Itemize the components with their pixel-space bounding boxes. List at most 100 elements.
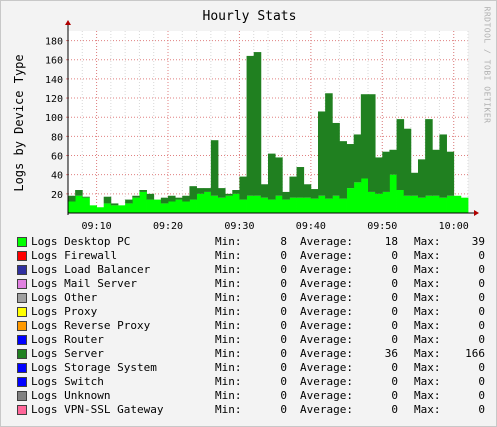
bar-logs-server (196, 188, 205, 194)
bar-logs-desktop-pc (110, 205, 119, 213)
legend-max-label: Max: (414, 375, 441, 388)
bar-logs-server (168, 195, 176, 202)
bar-logs-server (232, 190, 240, 194)
bar-logs-desktop-pc (460, 197, 469, 213)
bar-logs-server (282, 191, 290, 200)
legend-row: Logs Proxy Min: 0 Average: 0 Max: 0 (17, 305, 487, 319)
x-tick-label: 09:40 (296, 221, 326, 232)
bar-logs-server (432, 149, 440, 196)
legend-max-label: Max: (414, 389, 441, 402)
legend-min-label: Min: (215, 249, 242, 262)
legend-min-value: 8 (280, 235, 287, 248)
bar-logs-desktop-pc (218, 197, 226, 213)
legend-avg-label: Average: (300, 333, 353, 346)
bar-logs-server (182, 195, 190, 202)
legend-min-value: 0 (280, 291, 287, 304)
bar-logs-server (418, 159, 426, 198)
bar-logs-server (218, 188, 226, 198)
bar-logs-desktop-pc (246, 195, 255, 213)
legend-avg-label: Average: (300, 277, 353, 290)
bar-logs-desktop-pc (339, 198, 347, 213)
legend-row: Logs VPN-SSL Gateway Min: 0 Average: 0 Max: 0 (17, 403, 487, 417)
bar-logs-desktop-pc (103, 203, 112, 213)
bar-logs-server (382, 151, 390, 192)
bar-logs-server (268, 153, 276, 200)
legend-avg-value: 0 (391, 263, 398, 276)
legend-row: Logs Switch Min: 0 Average: 0 Max: 0 (17, 375, 487, 389)
legend-min-value: 0 (280, 263, 287, 276)
bar-logs-desktop-pc (139, 191, 147, 213)
bar-logs-desktop-pc (175, 199, 183, 213)
x-tick-label: 10:00 (439, 221, 469, 232)
bar-logs-desktop-pc (318, 195, 326, 213)
bar-logs-desktop-pc (353, 182, 362, 213)
legend-series-name: Logs Unknown (31, 389, 111, 402)
legend-swatch (17, 391, 27, 401)
bar-logs-desktop-pc (310, 198, 319, 213)
legend-max-label: Max: (414, 333, 441, 346)
bar-logs-desktop-pc (296, 197, 305, 213)
legend-avg-label: Average: (300, 319, 353, 332)
legend-avg-value: 0 (391, 403, 398, 416)
legend-min-value: 0 (280, 277, 287, 290)
bar-logs-desktop-pc (389, 174, 397, 213)
plot-area: 20 40 60 80 100 120 140 160 180 09:10 09:20 09:30 09… (45, 20, 479, 232)
legend-series-name: Logs VPN-SSL Gateway (31, 403, 164, 416)
y-axis-arrow (65, 20, 71, 25)
legend-avg-label: Average: (300, 249, 353, 262)
legend-series-name: Logs Proxy (31, 305, 98, 318)
legend-swatch (17, 293, 27, 303)
legend-avg-label: Average: (300, 347, 353, 360)
bar-logs-desktop-pc (368, 191, 376, 213)
bar-logs-server (75, 190, 83, 196)
legend-row: Logs Load Balancer Min: 0 Average: 0 Max: 0 (17, 263, 487, 277)
legend-series-name: Logs Desktop PC (31, 235, 131, 248)
bar-logs-desktop-pc (153, 199, 162, 213)
bar-logs-server (189, 186, 197, 200)
bar-logs-desktop-pc (168, 201, 176, 213)
bar-logs-desktop-pc (239, 199, 247, 213)
bar-logs-desktop-pc (196, 193, 205, 213)
bar-logs-desktop-pc (68, 201, 76, 213)
legend-max-value: 0 (478, 333, 485, 346)
bar-logs-desktop-pc (282, 199, 290, 213)
legend-swatch (17, 335, 27, 345)
bar-logs-server (239, 176, 247, 200)
bar-logs-desktop-pc (303, 197, 312, 213)
bar-logs-server (203, 188, 212, 192)
bar-logs-server (396, 119, 405, 191)
legend-avg-label: Average: (300, 403, 353, 416)
legend-row: Logs Server Min: 0 Average: 36 Max: 166 (17, 347, 487, 361)
bar-logs-desktop-pc (432, 195, 440, 213)
bar-logs-server (318, 111, 326, 196)
bar-logs-server (289, 176, 297, 198)
legend-min-label: Min: (215, 263, 242, 276)
legend-swatch (17, 307, 27, 317)
legend-avg-label: Average: (300, 305, 353, 318)
legend-series-name: Logs Load Balancer (31, 263, 151, 276)
legend-max-label: Max: (414, 277, 441, 290)
bar-logs-desktop-pc (360, 178, 369, 213)
legend-series-name: Logs Switch (31, 375, 104, 388)
bar-logs-desktop-pc (418, 197, 426, 213)
bar-logs-desktop-pc (89, 205, 97, 213)
bar-logs-desktop-pc (446, 195, 455, 213)
legend-row: Logs Desktop PC Min: 8 Average: 18 Max: 39 (17, 235, 487, 249)
bar-logs-server (296, 167, 305, 198)
y-tick-label: 60 (51, 152, 63, 163)
bar-logs-server (246, 55, 255, 196)
legend-series-name: Logs Reverse Proxy (31, 319, 151, 332)
legend-row: Logs Mail Server Min: 0 Average: 0 Max: 0 (17, 277, 487, 291)
legend-swatch (17, 349, 27, 359)
bar-logs-desktop-pc (396, 190, 405, 213)
legend-max-value: 0 (478, 375, 485, 388)
bar-logs-server (360, 94, 369, 179)
bar-logs-desktop-pc (118, 205, 126, 213)
legend-avg-label: Average: (300, 389, 353, 402)
legend-swatch (17, 237, 27, 247)
legend-avg-label: Average: (300, 291, 353, 304)
legend-avg-label: Average: (300, 235, 353, 248)
bar-logs-desktop-pc (453, 195, 462, 213)
bar-logs-server (146, 193, 155, 200)
